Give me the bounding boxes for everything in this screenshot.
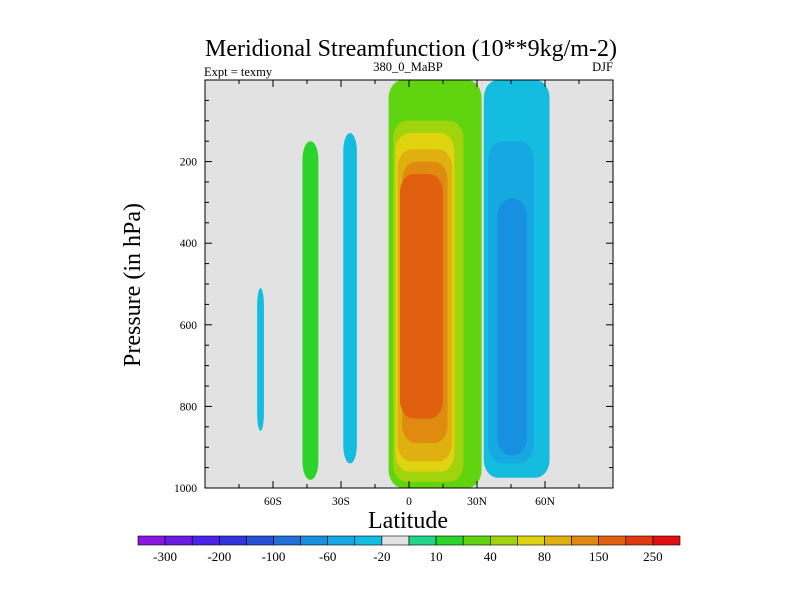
colorbar-swatch	[327, 535, 356, 546]
colorbar-swatch	[164, 535, 193, 546]
colorbar-swatch	[544, 535, 572, 546]
chart-title: Meridional Streamfunction (10**9kg/m-2)	[205, 36, 617, 62]
x-tick-label: 30S	[332, 496, 350, 508]
contour-fill-layer	[257, 80, 550, 488]
tropical-core-contour	[399, 173, 443, 419]
southern-cell-contour	[343, 133, 357, 464]
colorbar-label: -20	[373, 549, 390, 564]
period-label: 380_0_MaBP	[373, 60, 443, 74]
colorbar-label: -60	[319, 549, 336, 564]
x-tick-label: 60S	[264, 496, 282, 508]
colorbar-swatch	[462, 535, 491, 546]
colorbar-label: 80	[538, 549, 551, 564]
colorbar-label: -100	[262, 549, 286, 564]
colorbar-label: 10	[430, 549, 443, 564]
colorbar-labels: -300 -200 -100 -60 -20 10 40 80 150 250	[153, 549, 662, 564]
colorbar-swatch	[246, 535, 274, 546]
colorbar-swatch	[625, 535, 654, 546]
colorbar-swatch	[381, 535, 410, 546]
colorbar-label: 250	[643, 549, 663, 564]
colorbar-swatch	[300, 535, 329, 546]
colorbar-swatch	[652, 535, 681, 546]
x-axis-label: Latitude	[368, 508, 448, 534]
southern-negative-contour	[257, 288, 264, 431]
colorbar-swatch	[517, 535, 545, 546]
experiment-label: Expt = texmy	[204, 65, 273, 79]
y-tick-labels: 200 400 600 800 1000	[174, 157, 197, 495]
y-tick-label: 800	[180, 401, 198, 413]
colorbar-swatch	[435, 535, 464, 546]
y-axis-label: Pressure (in hPa)	[120, 203, 146, 367]
colorbar	[137, 535, 681, 546]
x-tick-label: 60N	[535, 496, 556, 508]
season-label: DJF	[592, 60, 613, 74]
colorbar-swatch	[273, 535, 301, 546]
x-tick-label: 30N	[467, 496, 488, 508]
colorbar-swatch	[571, 535, 599, 546]
colorbar-swatch	[137, 535, 166, 546]
southern-positive-contour	[302, 141, 319, 480]
y-tick-label: 200	[180, 157, 198, 169]
northern-cell-contour	[497, 198, 527, 456]
axis-ticks	[205, 80, 613, 488]
colorbar-swatch	[598, 535, 627, 546]
colorbar-label: -200	[207, 549, 231, 564]
colorbar-label: 40	[484, 549, 497, 564]
y-tick-label: 1000	[174, 483, 197, 495]
colorbar-swatch	[219, 535, 247, 546]
colorbar-swatch	[354, 535, 383, 546]
y-tick-label: 400	[180, 238, 198, 250]
colorbar-swatch	[408, 535, 437, 546]
colorbar-label: 150	[589, 549, 609, 564]
x-tick-labels: 60S 30S 0 30N 60N	[264, 496, 556, 508]
colorbar-swatch	[489, 535, 518, 546]
x-tick-label: 0	[406, 496, 412, 508]
colorbar-label: -300	[153, 549, 177, 564]
y-tick-label: 600	[180, 320, 198, 332]
colorbar-swatch	[191, 535, 220, 546]
